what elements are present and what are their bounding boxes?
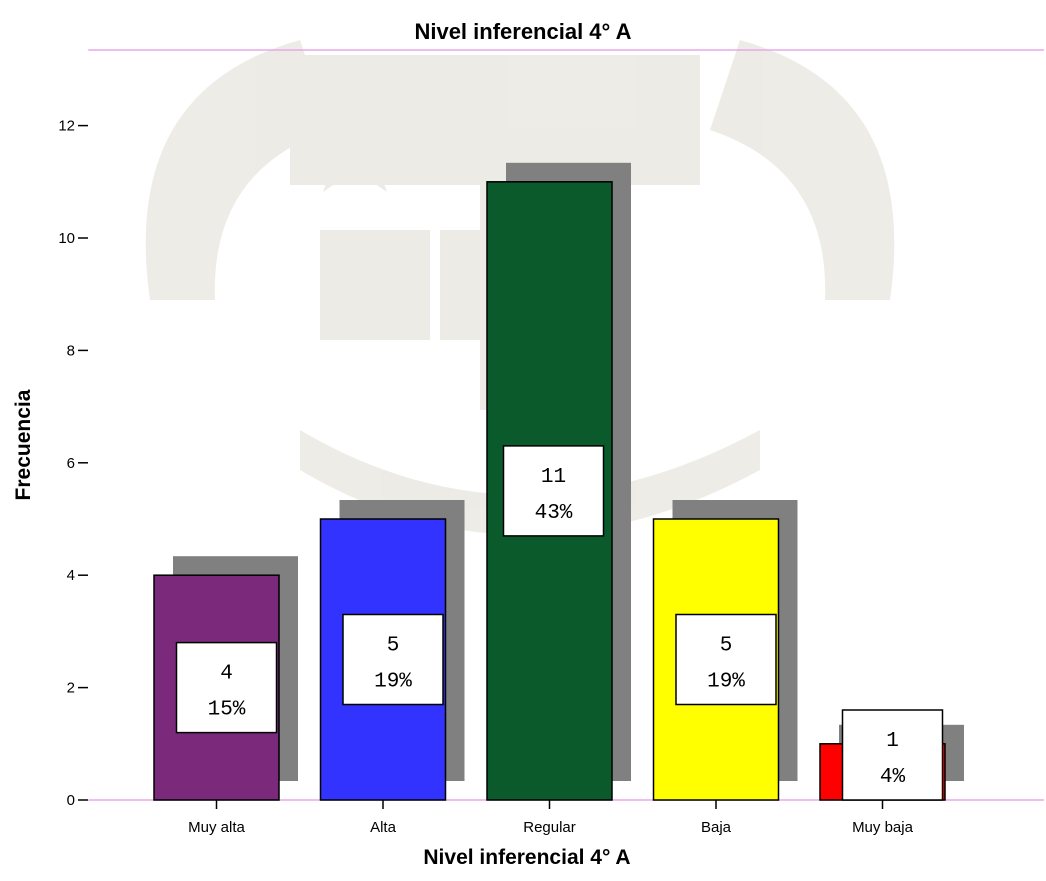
data-label-value: 5	[387, 635, 400, 658]
x-axis-ticks: Muy alta Alta Regular Baja Muy baja	[188, 800, 914, 836]
y-axis-ticks: 0 2 4 6 8 10 12	[58, 118, 88, 809]
x-tick-label: Muy baja	[852, 819, 914, 836]
data-label-percent: 19%	[707, 671, 745, 694]
data-label-value: 4	[220, 663, 233, 686]
x-tick-label: Regular	[523, 819, 576, 836]
y-tick-label: 6	[67, 455, 75, 472]
data-label-percent: 43%	[535, 502, 573, 525]
data-label-box	[675, 613, 777, 706]
data-labels: 4 15% 5 19% 11 43% 5 19% 1 4%	[175, 445, 944, 801]
y-tick-label: 4	[67, 567, 75, 584]
data-label-box	[175, 641, 278, 734]
data-label-box	[502, 445, 605, 537]
data-label-box	[342, 613, 444, 706]
y-tick-label: 10	[58, 230, 75, 247]
x-tick-label: Muy alta	[188, 819, 245, 836]
data-label-percent: 19%	[374, 671, 412, 694]
y-axis-title: Frecuencia	[12, 389, 35, 500]
chart-title: Nivel inferencial 4° A	[414, 19, 631, 44]
y-tick-label: 2	[67, 680, 75, 697]
data-label-percent: 15%	[208, 699, 246, 722]
y-tick-label: 8	[67, 342, 75, 359]
y-tick-label: 0	[67, 792, 75, 809]
x-tick-label: Baja	[701, 819, 732, 836]
data-label-value: 5	[720, 635, 733, 658]
data-label-value: 11	[541, 466, 566, 489]
data-label-value: 1	[886, 730, 899, 753]
data-label-percent: 4%	[880, 766, 906, 789]
x-axis-title: Nivel inferencial 4° A	[423, 846, 630, 869]
data-label-box	[841, 709, 944, 801]
y-tick-label: 12	[58, 118, 75, 135]
x-tick-label: Alta	[370, 819, 397, 836]
